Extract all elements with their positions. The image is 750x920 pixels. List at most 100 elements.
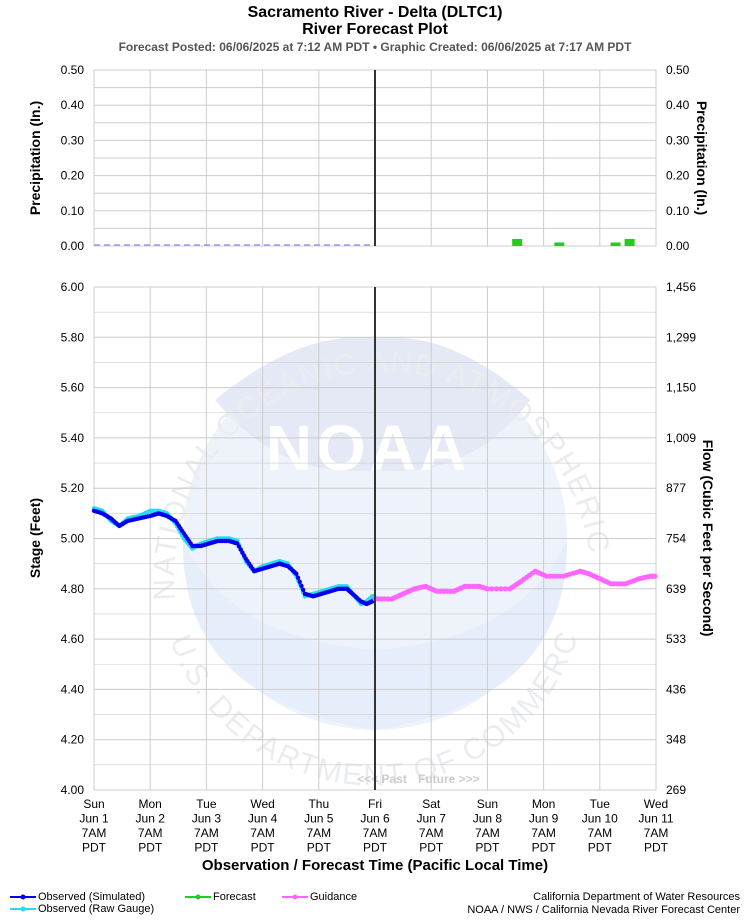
x-tick-label: Jun 11 (638, 812, 673, 826)
stage-ylabel-left: Stage (Feet) (27, 498, 43, 578)
x-tick-label: Jun 4 (248, 812, 278, 826)
stage-tick-label: 5.00 (61, 532, 85, 546)
precip-tick-label-left: 0.30 (61, 133, 85, 147)
x-tick-label: PDT (194, 841, 219, 855)
x-tick-label: Jun 2 (136, 812, 166, 826)
stage-tick-label: 4.20 (61, 733, 85, 747)
x-tick-label: PDT (307, 841, 332, 855)
past-label: <<< Past (357, 772, 407, 786)
watermark-wave-shape (182, 540, 568, 730)
x-tick-label: 7AM (419, 826, 444, 840)
legend-observed-raw: Observed (Raw Gauge) (38, 903, 155, 915)
x-axis-label: Observation / Forecast Time (Pacific Loc… (202, 857, 548, 874)
x-tick-label: Mon (139, 797, 162, 811)
flow-tick-label: 1,299 (666, 330, 696, 344)
precip-forecast-bar (624, 238, 635, 246)
source-agency: California Department of Water Resources (533, 891, 740, 903)
precip-tick-label-right: 0.40 (666, 98, 690, 112)
x-tick-label: Jun 7 (417, 812, 447, 826)
flow-tick-label: 533 (666, 632, 686, 646)
x-tick-label: Jun 8 (473, 812, 503, 826)
x-tick-label: PDT (588, 841, 613, 855)
stage-tick-label: 5.60 (61, 381, 85, 395)
chart-subtitle: Forecast Posted: 06/06/2025 at 7:12 AM P… (118, 40, 632, 54)
observed-simulated-point (294, 571, 299, 576)
stage-tick-label: 6.00 (61, 280, 85, 294)
x-tick-label: PDT (644, 841, 669, 855)
precip-tick-label-left: 0.50 (61, 63, 85, 77)
x-tick-label: Jun 1 (79, 812, 109, 826)
legend-symbols (10, 894, 308, 912)
precip-tick-label-left: 0.20 (61, 169, 85, 183)
x-tick-label: Tue (590, 797, 611, 811)
x-tick-label: Jun 10 (582, 812, 618, 826)
stage-tick-label: 4.40 (61, 682, 85, 696)
flow-tick-label: 877 (666, 481, 686, 495)
precip-tick-label-right: 0.50 (666, 63, 690, 77)
x-tick-label: 7AM (475, 826, 500, 840)
legend-forecast-marker (195, 894, 201, 900)
stage-tick-label: 4.60 (61, 632, 85, 646)
x-tick-label: Jun 9 (529, 812, 559, 826)
x-tick-label: PDT (363, 841, 388, 855)
stage-tick-label: 5.40 (61, 431, 85, 445)
x-tick-label: PDT (419, 841, 444, 855)
future-label: Future >>> (418, 772, 480, 786)
x-tick-label: 7AM (194, 826, 219, 840)
stage-tick-label: 5.80 (61, 330, 85, 344)
precip-tick-label-left: 0.10 (61, 204, 85, 218)
precip-axes: 0.50 0.50 0.40 0.40 0.30 0.30 0.20 0.20 0.10 0.10… (61, 63, 690, 253)
x-tick-label: Jun 3 (192, 812, 222, 826)
x-tick-label: 7AM (250, 826, 275, 840)
x-tick-label: 7AM (531, 826, 556, 840)
x-tick-label: 7AM (82, 826, 107, 840)
guidance-point (493, 586, 499, 592)
precip-tick-label-right: 0.10 (666, 204, 690, 218)
flow-ylabel-right: Flow (Cubic Feet per Second) (700, 440, 716, 637)
x-tick-label: PDT (532, 841, 557, 855)
stage-marks (91, 506, 658, 607)
flow-tick-label: 1,009 (666, 431, 696, 445)
flow-tick-label: 639 (666, 582, 686, 596)
x-tick-label: Wed (250, 797, 274, 811)
flow-tick-label: 1,150 (666, 381, 696, 395)
legend-observed-sim-marker (20, 894, 26, 900)
legend-guidance-marker (292, 894, 298, 900)
precip-forecast-bar (610, 242, 621, 246)
x-tick-label: 7AM (138, 826, 163, 840)
x-tick-label: PDT (138, 841, 163, 855)
guidance-point (652, 573, 658, 579)
x-tick-label: Sun (83, 797, 104, 811)
legend-guidance: Guidance (310, 891, 358, 903)
precip-tick-label-left: 0.00 (61, 239, 85, 253)
precip-forecast-bar (512, 238, 523, 246)
x-tick-label: Tue (196, 797, 217, 811)
precip-marks (94, 238, 635, 246)
observed-simulated-point (295, 575, 301, 580)
x-tick-label: Mon (532, 797, 555, 811)
noaa-watermark: NOAA NATIONAL OCEANIC AND ATMOSPHERIC AD… (0, 0, 614, 792)
guidance-point (484, 586, 490, 592)
flow-tick-label: 1,456 (666, 280, 696, 294)
flow-tick-label: 436 (666, 682, 686, 696)
precip-tick-label-right: 0.20 (666, 169, 690, 183)
observed-simulated-point (299, 583, 304, 588)
x-tick-label: 7AM (363, 826, 388, 840)
source-office: NOAA / NWS / California Nevada River For… (467, 904, 740, 916)
stage-tick-label: 4.00 (61, 783, 85, 797)
x-tick-label: 7AM (644, 826, 669, 840)
flow-tick-label: 348 (666, 733, 686, 747)
x-tick-label: Jun 5 (304, 812, 334, 826)
guidance-point (498, 586, 504, 592)
x-tick-label: Sat (422, 797, 441, 811)
chart-title-line1: Sacramento River - Delta (DLTC1) (247, 4, 503, 21)
x-tick-label: Fri (368, 797, 382, 811)
stage-axes: 6.00 1,456 5.80 1,299 5.60 1,150 5.40 1,009 5.20… (61, 280, 697, 855)
stage-tick-label: 4.80 (61, 582, 85, 596)
x-tick-label: 7AM (306, 826, 331, 840)
x-tick-label: 7AM (587, 826, 612, 840)
guidance-point (502, 586, 508, 592)
x-tick-label: Sun (477, 797, 498, 811)
x-tick-label: Thu (308, 797, 329, 811)
flow-tick-label: 269 (666, 783, 686, 797)
